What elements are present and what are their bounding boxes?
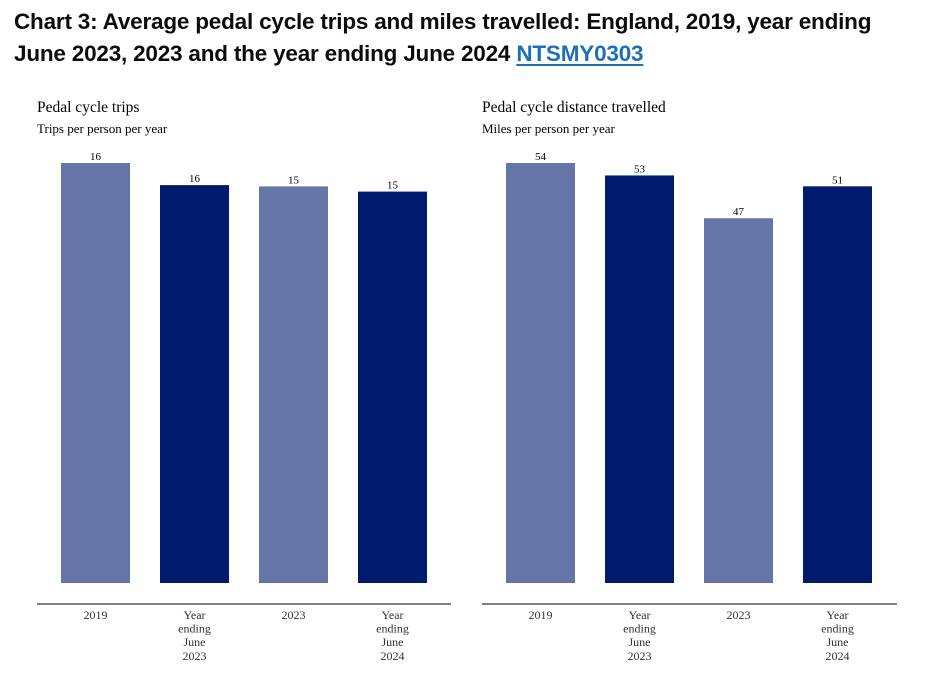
panel-1-value-label-2: 16 (189, 173, 201, 185)
panel-2-bar-4 (803, 186, 872, 584)
panel-1-xtick-1: 2019 (84, 608, 108, 622)
panel-2-subtitle: Miles per person per year (482, 121, 616, 136)
panel-2-xtick-3: 2023 (727, 608, 751, 622)
panel-1-xtick-2-line-4: 2023 (183, 649, 207, 663)
panel-1-value-label-3: 15 (288, 174, 300, 186)
panel-2-xtick-4-line-1: Year (826, 608, 848, 622)
panel-1-xtick-4-line-1: Year (381, 608, 403, 622)
panel-1-xtick-4-line-3: June (382, 635, 404, 649)
panel-2-xtick-4-line-3: June (827, 635, 849, 649)
panel-2-title: Pedal cycle distance travelled (482, 99, 666, 116)
panel-2-value-label-2: 53 (634, 163, 646, 175)
panel-1-bar-4 (358, 191, 427, 583)
heading-text: Chart 3: Average pedal cycle trips and m… (14, 9, 872, 66)
panel-1-bar-2 (160, 185, 229, 583)
panel-1-xtick-2-line-1: Year (183, 608, 205, 622)
panel-2-xtick-2-line-4: 2023 (628, 649, 652, 663)
panel-2-xtick-4-line-4: 2024 (826, 649, 850, 663)
panel-2-xtick-4-line-2: ending (821, 622, 854, 636)
panel-1-xtick-4-line-2: ending (376, 622, 409, 636)
panel-1-xtick-4-line-4: 2024 (381, 649, 405, 663)
panel-2-bar-1 (506, 163, 575, 583)
panel-2-xtick-1: 2019 (529, 608, 553, 622)
panel-2-bar-3 (704, 218, 773, 583)
panel-1-value-label-4: 15 (387, 180, 399, 192)
panel-2-value-label-3: 47 (733, 206, 745, 218)
chart-heading: Chart 3: Average pedal cycle trips and m… (14, 6, 914, 70)
panel-1-title: Pedal cycle trips (37, 99, 139, 116)
ntsmy0303-link[interactable]: NTSMY0303 (516, 41, 644, 66)
panel-1-subtitle: Trips per person per year (37, 121, 168, 136)
panel-1-xtick-2-line-3: June (184, 635, 206, 649)
panel-2-xtick-2-line-1: Year (628, 608, 650, 622)
panel-2-xtick-2-line-2: ending (623, 622, 656, 636)
panel-2-value-label-1: 54 (535, 151, 547, 163)
panel-1-xtick-2-line-2: ending (178, 622, 211, 636)
panel-1-value-label-1: 16 (90, 151, 102, 163)
panel-2-value-label-4: 51 (832, 174, 843, 186)
panel-1-xtick-3: 2023 (282, 608, 306, 622)
panel-1-bar-1 (61, 163, 130, 583)
panel-2-bar-2 (605, 175, 674, 583)
panel-1-bar-3 (259, 186, 328, 583)
panel-2-xtick-2-line-3: June (629, 635, 651, 649)
